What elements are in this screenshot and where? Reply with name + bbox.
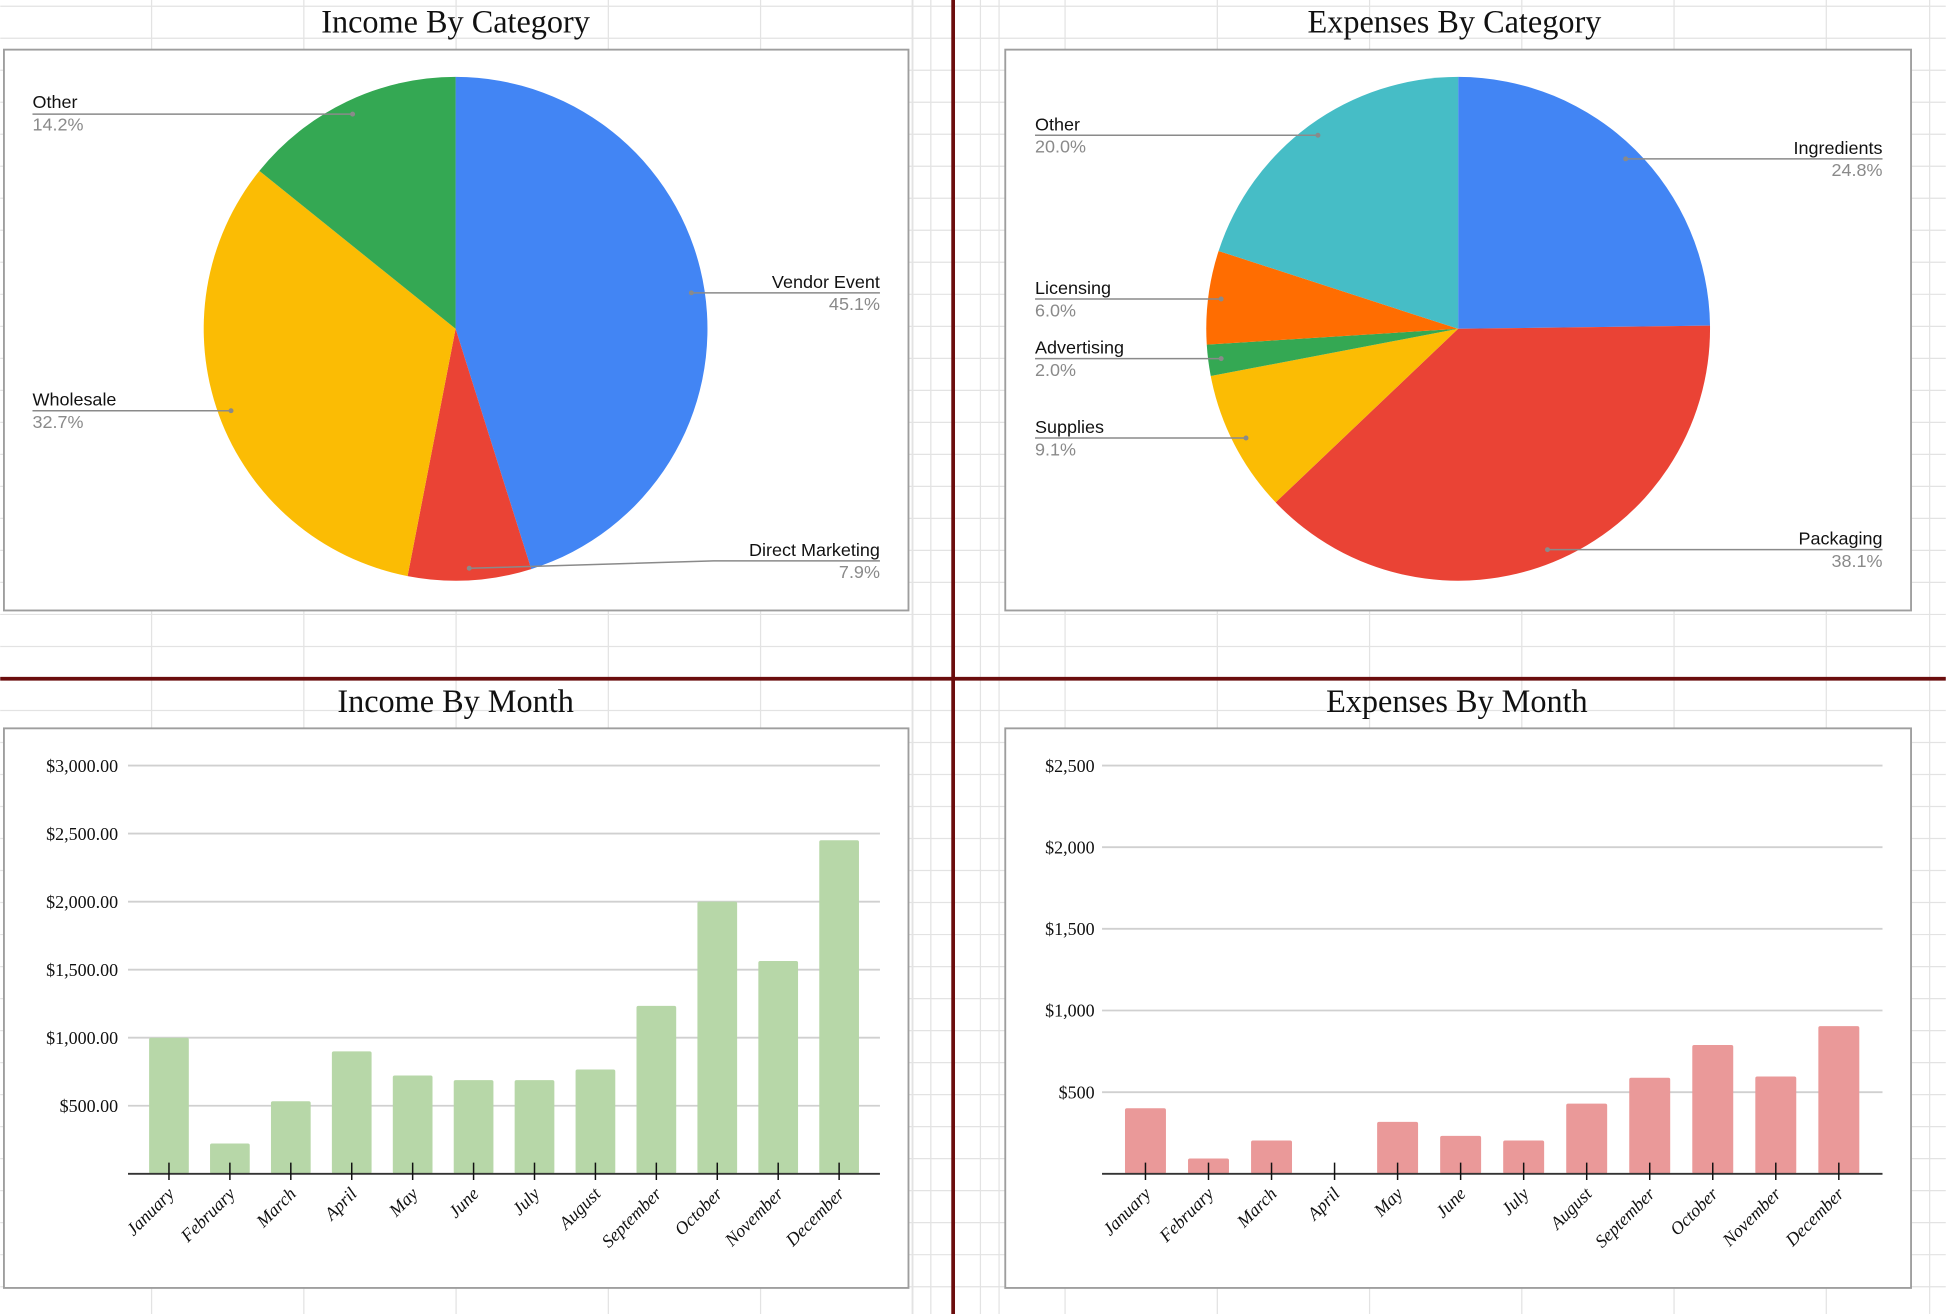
- leader-dot: [228, 408, 234, 414]
- bar-september: [1629, 1077, 1671, 1174]
- bar-june: [1440, 1135, 1482, 1174]
- leader-dot: [1243, 435, 1249, 441]
- pie-slice-other: [259, 76, 456, 329]
- slice-label: Vendor Event: [772, 272, 880, 292]
- slice-percent: 38.1%: [1832, 551, 1883, 571]
- slice-percent: 24.8%: [1832, 160, 1883, 180]
- slice-label: Other: [1035, 114, 1080, 134]
- bar-july: [514, 1080, 555, 1174]
- chart-title: Expenses By Month: [1326, 683, 1588, 719]
- y-tick-label: $2,000: [1045, 837, 1094, 857]
- slice-percent: 9.1%: [1035, 439, 1076, 459]
- pie-slice-wholesale: [203, 170, 456, 577]
- y-tick-label: $2,500.00: [46, 824, 118, 844]
- bar-november: [758, 960, 799, 1174]
- y-tick-label: $1,500: [1045, 919, 1094, 939]
- y-tick-label: $1,500.00: [46, 960, 118, 980]
- y-tick-label: $500.00: [60, 1096, 118, 1116]
- pie-slice-ingredients: [1458, 76, 1711, 329]
- expenses-bar-chart[interactable]: Expenses By Month $500 $1,000 $1,500 $2,000…: [1004, 683, 1912, 1289]
- chart-title: Income By Month: [337, 683, 573, 719]
- leader-dot: [1315, 132, 1321, 138]
- slice-label: Wholesale: [32, 390, 116, 410]
- chart-title: Expenses By Category: [1308, 3, 1602, 39]
- bar-november: [1755, 1076, 1797, 1174]
- bar-december: [819, 840, 859, 1174]
- slice-percent: 45.1%: [829, 294, 880, 314]
- leader-dot: [1623, 156, 1629, 162]
- slice-label: Other: [32, 92, 77, 112]
- slice-label: Licensing: [1035, 278, 1111, 298]
- bar-june: [453, 1080, 494, 1174]
- bar-may: [1377, 1121, 1419, 1174]
- leader-line: [469, 560, 880, 570]
- bar-september: [636, 1005, 677, 1174]
- leader-dot: [350, 111, 356, 117]
- bar-october: [697, 901, 738, 1174]
- slice-percent: 32.7%: [32, 412, 83, 432]
- income-bar-chart[interactable]: Income By Month $500.00 $1,000.00 $1,500.0…: [3, 683, 910, 1289]
- slice-label: Direct Marketing: [749, 540, 880, 560]
- bar-august: [575, 1069, 616, 1174]
- chart-title: Income By Category: [321, 3, 590, 39]
- pie-slice-supplies: [1210, 328, 1459, 503]
- slice-percent: 2.0%: [1035, 360, 1076, 380]
- pie-slice-direct-marketing: [407, 328, 532, 581]
- bar-february: [210, 1143, 250, 1174]
- y-tick-label: $500: [1059, 1082, 1095, 1102]
- pie-slice-advertising: [1206, 328, 1459, 377]
- pie-slice-packaging: [1275, 325, 1711, 581]
- bar-october: [1692, 1044, 1734, 1174]
- slice-percent: 20.0%: [1035, 137, 1086, 157]
- y-tick-label: $2,000.00: [46, 892, 118, 912]
- bar-may: [392, 1075, 433, 1174]
- y-tick-label: $1,000: [1045, 1001, 1094, 1021]
- slice-percent: 7.9%: [839, 562, 880, 582]
- bar-january: [149, 1037, 189, 1174]
- slice-label: Packaging: [1799, 529, 1883, 549]
- slice-percent: 6.0%: [1035, 300, 1076, 320]
- bar-december: [1818, 1026, 1860, 1174]
- leader-dot: [1218, 296, 1224, 302]
- bar-april: [331, 1051, 372, 1174]
- bar-january: [1124, 1108, 1166, 1174]
- leader-dot: [466, 565, 472, 571]
- chart-frame: [1004, 727, 1912, 1289]
- bar-march: [1251, 1140, 1293, 1174]
- leader-dot: [688, 290, 694, 296]
- bar-august: [1566, 1103, 1608, 1174]
- leader-dot: [1545, 547, 1550, 553]
- pie-slice-other: [1218, 76, 1459, 329]
- y-tick-label: $1,000.00: [46, 1028, 118, 1048]
- y-tick-label: $2,500: [1045, 756, 1094, 776]
- slice-label: Ingredients: [1794, 138, 1883, 158]
- bar-march: [270, 1101, 311, 1174]
- slice-percent: 14.2%: [32, 114, 83, 134]
- slice-label: Supplies: [1035, 417, 1104, 437]
- chart-frame: [3, 727, 910, 1289]
- slice-label: Advertising: [1035, 338, 1124, 358]
- bar-july: [1503, 1140, 1545, 1174]
- leader-dot: [1218, 356, 1224, 362]
- pie-slice-licensing: [1206, 250, 1459, 345]
- y-tick-label: $3,000.00: [46, 756, 118, 776]
- pie-slice-vendor-event: [455, 76, 708, 570]
